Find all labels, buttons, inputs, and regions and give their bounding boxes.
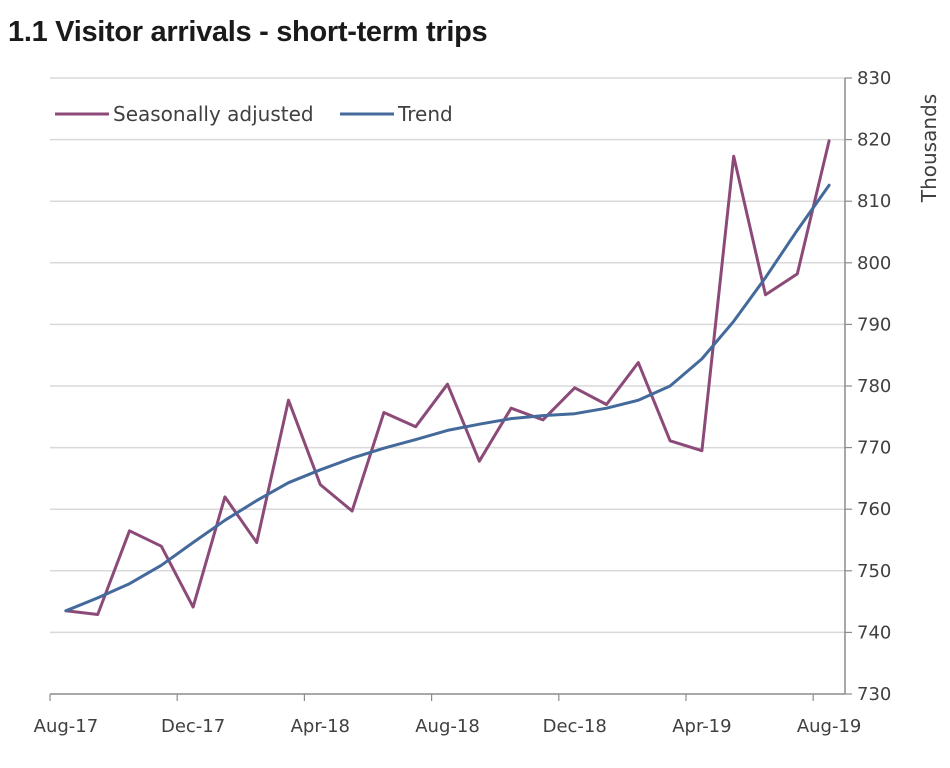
series-line-seasonally-adjusted <box>64 139 831 616</box>
gridlines <box>50 77 845 634</box>
series-line-trend <box>64 183 831 613</box>
y-tick-label: 830 <box>857 68 891 89</box>
y-tick-label: 760 <box>857 499 891 520</box>
x-tick-label: Aug-17 <box>34 716 99 737</box>
series-layer <box>64 139 831 616</box>
y-tick-label: 810 <box>857 191 891 212</box>
y-tick-label: 790 <box>857 314 891 335</box>
chart-title: 1.1 Visitor arrivals - short-term trips <box>8 16 488 48</box>
x-tick-label: Apr-18 <box>291 716 350 737</box>
legend: Seasonally adjusted Trend <box>55 102 453 126</box>
y-tick-label: 730 <box>857 684 891 705</box>
y-tick-label: 770 <box>857 438 891 459</box>
y-tick-label: 800 <box>857 253 891 274</box>
y-tick-label: 820 <box>857 130 891 151</box>
x-tick-label: Aug-18 <box>415 716 480 737</box>
y-tick-label: 780 <box>857 376 891 397</box>
y-axis-label: Thousands <box>917 94 941 203</box>
x-tick-label: Dec-17 <box>161 716 225 737</box>
x-tick-label: Dec-18 <box>543 716 607 737</box>
y-tick-label: 750 <box>857 561 891 582</box>
x-tick-label: Aug-19 <box>797 716 862 737</box>
x-tick-label: Apr-19 <box>672 716 731 737</box>
axes: 730 740 750 760 770 780 790 800 810 820 830 Aug-17 D… <box>34 68 892 737</box>
legend-label: Trend <box>397 102 453 126</box>
legend-label: Seasonally adjusted <box>113 102 314 126</box>
y-tick-label: 740 <box>857 622 891 643</box>
